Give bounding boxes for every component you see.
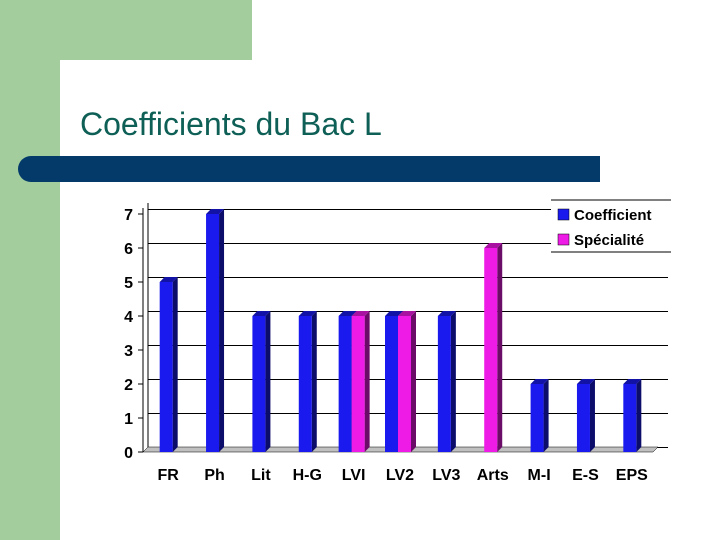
- bar-LVI-spécialité: [351, 311, 370, 452]
- bar-face: [252, 316, 266, 452]
- legend: Coefficient Spécialité: [551, 199, 671, 253]
- x-tick-label: E-S: [572, 467, 599, 484]
- y-tick-label: 4: [124, 309, 133, 326]
- y-tick-label: 2: [124, 377, 133, 394]
- axis-labels: 0 1 2 3 4 5 6 7 FR Ph Lit H-G LVI LV2 LV3 Arts M-I E-S EPS: [124, 207, 648, 484]
- bar-side: [543, 379, 549, 452]
- bar-top: [484, 243, 503, 248]
- x-tick-label: LV2: [386, 467, 414, 484]
- bar-face: [159, 282, 173, 452]
- x-tick-label: Lit: [251, 467, 271, 484]
- bar-LV2-spécialité: [398, 311, 416, 452]
- bar-Arts-spécialité: [484, 243, 503, 452]
- bar-top: [206, 209, 225, 214]
- bar-face: [576, 384, 590, 452]
- bar-H-G-coefficient: [298, 311, 317, 452]
- decor-green-left: [0, 0, 60, 540]
- bar-Ph-coefficient: [206, 209, 225, 452]
- bar-side: [219, 209, 225, 452]
- bar-top: [298, 311, 317, 316]
- bar-side: [589, 379, 595, 452]
- bar-top: [159, 277, 178, 282]
- y-tick-label: 1: [124, 411, 133, 428]
- bar-side: [636, 379, 642, 452]
- legend-swatch: [557, 208, 570, 221]
- bar-EPS-coefficient: [623, 379, 642, 452]
- y-tick-label: 6: [124, 241, 133, 258]
- bar-M-I-coefficient: [530, 379, 549, 452]
- y-tick-label: 3: [124, 343, 133, 360]
- bar-face: [484, 248, 498, 452]
- bar-side: [265, 311, 271, 452]
- bar-top: [398, 311, 416, 316]
- x-tick-label: FR: [158, 467, 180, 484]
- y-tick-label: 5: [124, 275, 133, 292]
- bar-top: [252, 311, 271, 316]
- bar-top: [623, 379, 642, 384]
- bar-side: [497, 243, 503, 452]
- legend-label: Coefficient: [574, 207, 652, 224]
- x-tick-label: M-I: [528, 467, 551, 484]
- legend-swatch: [557, 233, 570, 246]
- bar-side: [450, 311, 456, 452]
- bar-E-S-coefficient: [576, 379, 595, 452]
- slide-title: Coefficients du Bac L: [80, 106, 382, 142]
- bar-face: [338, 316, 352, 452]
- legend-bg: [551, 201, 671, 251]
- x-tick-label: EPS: [616, 467, 648, 484]
- bar-face: [385, 316, 398, 452]
- bar-top: [437, 311, 456, 316]
- bar-face: [437, 316, 451, 452]
- y-tick-label: 0: [124, 445, 133, 462]
- x-tick-label: LV3: [432, 467, 460, 484]
- bar-top: [576, 379, 595, 384]
- x-tick-label: H-G: [293, 467, 322, 484]
- bar-face: [623, 384, 637, 452]
- bar-FR-coefficient: [159, 277, 178, 452]
- bar-LV3-coefficient: [437, 311, 456, 452]
- bar-top: [338, 311, 357, 316]
- bar-face: [351, 316, 365, 452]
- bar-face: [530, 384, 544, 452]
- title-underline-bar: [18, 156, 600, 182]
- bar-side: [311, 311, 317, 452]
- x-tick-label: LVI: [342, 467, 366, 484]
- bar-side: [364, 311, 370, 452]
- bar-top: [530, 379, 549, 384]
- bar-top: [385, 311, 403, 316]
- bar-face: [298, 316, 312, 452]
- bar-side: [172, 277, 178, 452]
- y-tick-label: 7: [124, 207, 133, 224]
- bar-side: [411, 311, 416, 452]
- legend-label: Spécialité: [574, 232, 644, 249]
- bar-Lit-coefficient: [252, 311, 271, 452]
- bar-face: [206, 214, 220, 452]
- x-tick-label: Arts: [477, 467, 509, 484]
- x-tick-label: Ph: [204, 467, 224, 484]
- bar-face: [398, 316, 411, 452]
- bars: [159, 209, 642, 452]
- bar-top: [351, 311, 370, 316]
